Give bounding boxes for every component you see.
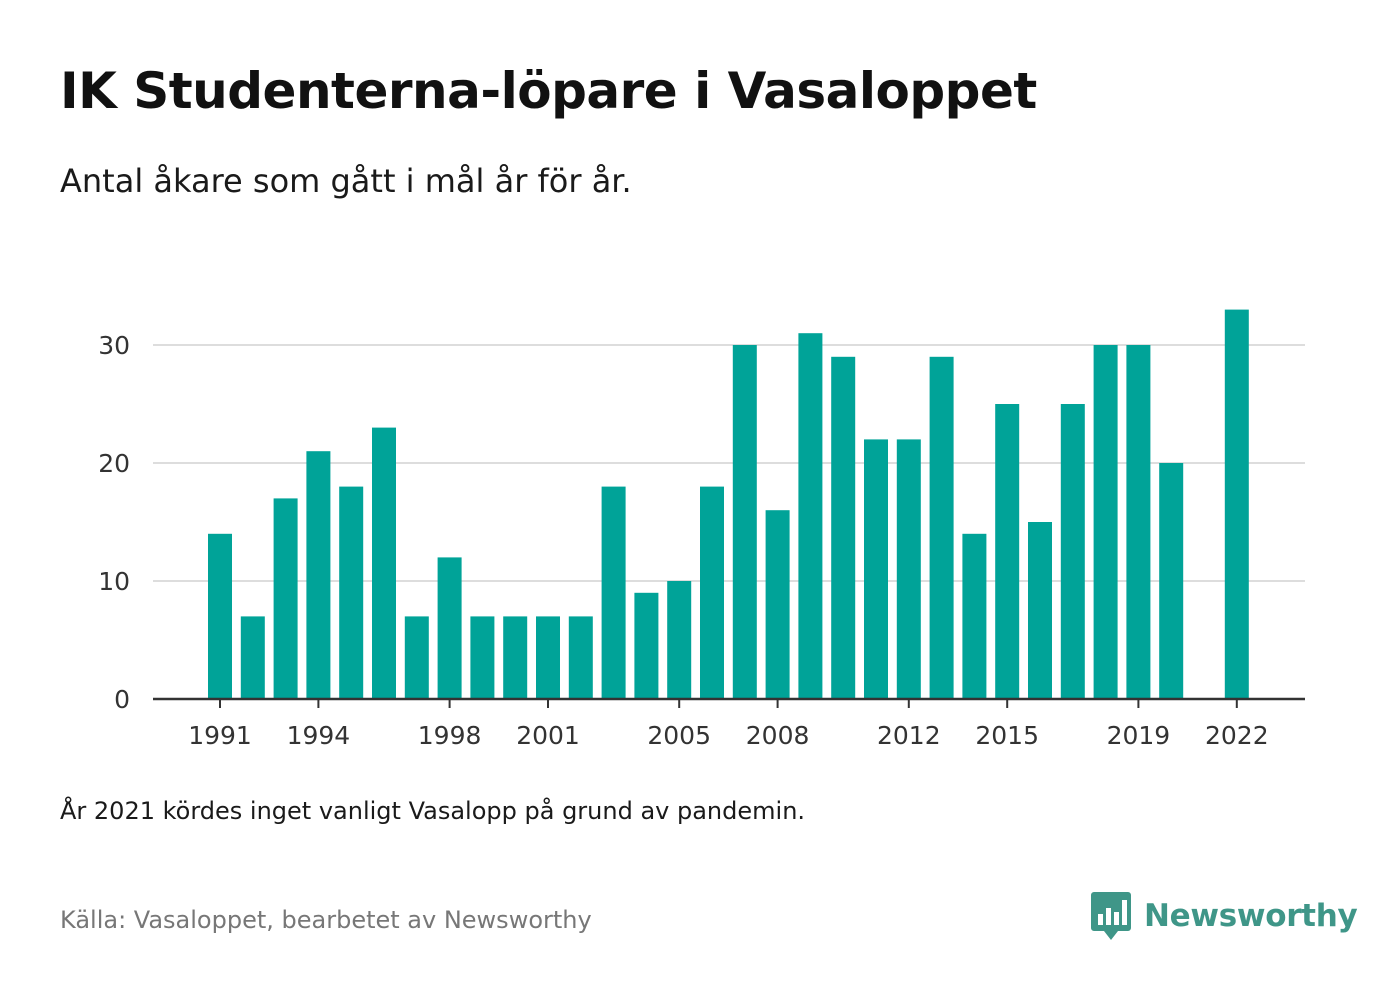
bar-2018 [1093, 345, 1118, 699]
bar-1994 [306, 451, 331, 699]
bar-1996 [372, 427, 396, 699]
y-axis-labels: 0 10 20 30 [98, 331, 130, 714]
chart-note: År 2021 kördes inget vanligt Vasalopp på… [60, 797, 806, 825]
bar-2003 [601, 486, 626, 699]
x-axis-labels: 1991 1994 1998 2001 2005 2008 2012 2015 2019 2022 [188, 721, 1268, 750]
y-tick-label: 0 [114, 685, 130, 714]
bar-2022 [1224, 309, 1249, 699]
bar-2011 [864, 439, 888, 699]
x-tick-label: 1994 [287, 721, 351, 750]
bar-2016 [1028, 522, 1052, 699]
bar-1993 [273, 498, 298, 699]
y-tick-label: 30 [98, 331, 130, 360]
y-tick-label: 20 [98, 449, 130, 478]
source-credit: Källa: Vasaloppet, bearbetet av Newswort… [60, 906, 592, 934]
chart-subtitle: Antal åkare som gått i mål år för år. [60, 162, 632, 200]
bar-2010 [831, 356, 856, 699]
bar-chart: 0 10 20 30 1991 1994 1998 2001 2005 2008 2012 2015… [98, 309, 1305, 750]
bar-2008 [765, 510, 790, 699]
newsworthy-logo-text: Newsworthy [1144, 898, 1358, 934]
bars [208, 309, 1249, 699]
x-tick-label: 1998 [418, 721, 482, 750]
bar-1999 [470, 616, 495, 699]
bar-1998 [437, 557, 462, 699]
bar-1991 [208, 533, 232, 699]
x-tick-label: 2015 [975, 721, 1039, 750]
chart-title: IK Studenterna-löpare i Vasaloppet [60, 62, 1037, 120]
bar-2005 [667, 581, 692, 699]
bar-1992 [240, 616, 265, 699]
x-tick-label: 2001 [516, 721, 580, 750]
bar-2014 [962, 533, 987, 699]
newsworthy-logo[interactable]: Newsworthy [1090, 890, 1358, 942]
x-tick-label: 2022 [1205, 721, 1269, 750]
bar-2013 [929, 356, 954, 699]
bar-2019 [1126, 345, 1151, 699]
bar-2004 [634, 592, 659, 699]
bar-2000 [503, 616, 528, 699]
bar-2020 [1159, 463, 1184, 699]
newsworthy-logo-icon [1091, 892, 1131, 940]
bar-2015 [995, 404, 1020, 699]
y-tick-label: 10 [98, 567, 130, 596]
bar-2006 [700, 486, 724, 699]
x-tick-label: 2019 [1107, 721, 1171, 750]
x-tick-label: 2005 [647, 721, 711, 750]
bar-2017 [1060, 404, 1085, 699]
bar-1997 [404, 616, 429, 699]
bar-2002 [568, 616, 593, 699]
bar-2012 [896, 439, 921, 699]
bar-1995 [339, 486, 364, 699]
x-tick-label: 2008 [746, 721, 810, 750]
bar-2007 [732, 345, 757, 699]
bar-2001 [536, 616, 560, 699]
x-tick-label: 1991 [188, 721, 252, 750]
x-tick-label: 2012 [877, 721, 941, 750]
x-axis [153, 697, 1305, 708]
bar-2009 [798, 333, 823, 699]
